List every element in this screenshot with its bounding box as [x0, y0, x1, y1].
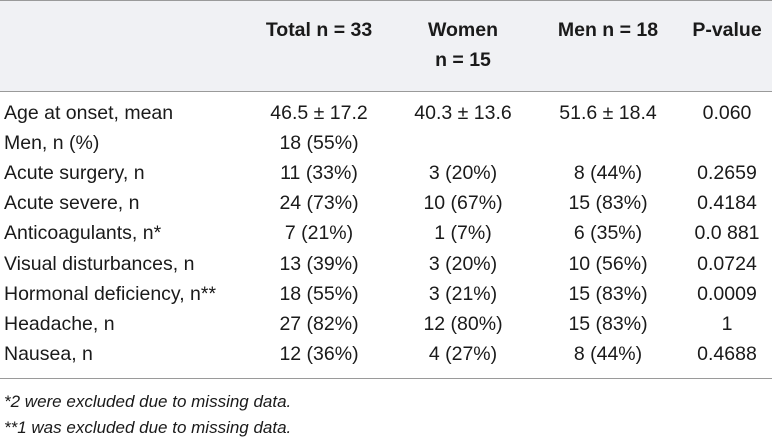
- cell-pvalue: 0.0724: [697, 252, 757, 275]
- row-label: Acute severe, n: [4, 192, 140, 215]
- cell-women: 4 (27%): [428, 342, 498, 365]
- cell-women: 3 (20%): [428, 162, 498, 185]
- table-row: Men, n (%) 18 (55%): [0, 128, 772, 158]
- table-row: Acute severe, n 24 (73%) 10 (67%) 15 (83%) 0…: [0, 188, 772, 218]
- row-label: Age at onset, mean: [4, 102, 174, 124]
- cell-pvalue: 0.2659: [697, 162, 757, 185]
- cell-men: 8 (44%): [573, 162, 643, 185]
- cell-total: 12 (36%): [279, 342, 359, 365]
- table-row: Visual disturbances, n 13 (39%) 3 (20%) 10 …: [0, 249, 772, 279]
- cell-men: 15 (83%): [568, 312, 648, 335]
- cell-men: 10 (56%): [568, 252, 648, 275]
- cell-women: 3 (21%): [428, 282, 498, 305]
- table-row: Age at onset, mean 46.5 ± 17.2 40.3 ± 13.6…: [0, 98, 772, 128]
- cell-women: 10 (67%): [423, 192, 503, 215]
- cell-pvalue: 0.4688: [697, 342, 757, 365]
- header-women-line2: n = 15: [435, 49, 491, 71]
- cell-pvalue: 0.060: [702, 102, 752, 124]
- row-label: Nausea, n: [4, 342, 93, 365]
- table-row: Hormonal deficiency, n** 18 (55%) 3 (21%) 1…: [0, 279, 772, 309]
- cell-total: 18 (55%): [279, 132, 359, 155]
- cell-total: 24 (73%): [279, 192, 359, 215]
- cell-total: 7 (21%): [284, 222, 354, 245]
- cell-total: 46.5 ± 17.2: [270, 102, 368, 124]
- row-label: Visual disturbances, n: [4, 252, 195, 275]
- footnote-2: **1 was excluded due to missing data.: [4, 418, 292, 437]
- cell-men: 15 (83%): [568, 192, 648, 215]
- table-row: Anticoagulants, n* 7 (21%) 1 (7%) 6 (35%) 0.…: [0, 218, 772, 248]
- table-bottom-rule: [0, 378, 772, 379]
- cell-total: 13 (39%): [279, 252, 359, 275]
- cell-women: 40.3 ± 13.6: [414, 102, 512, 124]
- table-row: Nausea, n 12 (36%) 4 (27%) 8 (44%) 0.4688: [0, 339, 772, 369]
- cell-women: 12 (80%): [423, 312, 503, 335]
- header-women-line1: Women: [427, 19, 499, 41]
- row-label: Headache, n: [4, 312, 115, 335]
- table-row: Acute surgery, n 11 (33%) 3 (20%) 8 (44%) 0.…: [0, 158, 772, 188]
- cell-total: 27 (82%): [279, 312, 359, 335]
- cell-men: 15 (83%): [568, 282, 648, 305]
- cell-total: 18 (55%): [279, 282, 359, 305]
- row-label: Hormonal deficiency, n**: [4, 282, 217, 305]
- header-total: Total n = 33: [265, 19, 373, 41]
- cell-pvalue: 0.4184: [697, 192, 757, 215]
- table-header: Total n = 33 Women n = 15 Men n = 18 P-v…: [0, 0, 772, 92]
- row-label: Acute surgery, n: [4, 162, 145, 185]
- cell-men: 6 (35%): [573, 222, 643, 245]
- header-men: Men n = 18: [557, 19, 659, 41]
- cell-total: 11 (33%): [280, 162, 358, 185]
- row-label: Anticoagulants, n*: [4, 222, 162, 245]
- header-pvalue: P-value: [692, 19, 762, 41]
- table-row: Headache, n 27 (82%) 12 (80%) 15 (83%) 1: [0, 309, 772, 339]
- row-label: Men, n (%): [4, 132, 100, 155]
- cell-women: 3 (20%): [428, 252, 498, 275]
- cell-pvalue: 0.0009: [697, 282, 757, 305]
- footnote-1: *2 were excluded due to missing data.: [4, 392, 292, 411]
- cell-women: 1 (7%): [434, 222, 492, 245]
- header-women: Women n = 15: [392, 15, 534, 75]
- cell-pvalue: 1: [721, 312, 733, 335]
- cell-men: 8 (44%): [573, 342, 643, 365]
- cell-men: 51.6 ± 18.4: [559, 102, 657, 124]
- cell-pvalue: 0.0 881: [694, 222, 760, 245]
